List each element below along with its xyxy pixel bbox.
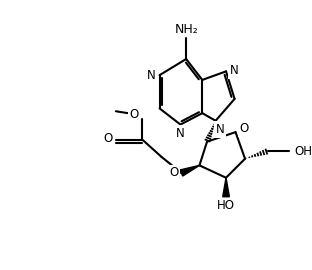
Polygon shape	[223, 178, 229, 197]
Text: O: O	[169, 167, 178, 180]
Text: O: O	[104, 132, 113, 145]
Text: N: N	[230, 64, 239, 77]
Text: OH: OH	[295, 145, 312, 158]
Text: O: O	[239, 122, 249, 135]
Text: O: O	[129, 108, 139, 121]
Text: N: N	[216, 123, 225, 136]
Text: N: N	[176, 127, 185, 140]
Text: HO: HO	[217, 199, 235, 212]
Text: N: N	[147, 69, 155, 82]
Polygon shape	[180, 166, 199, 176]
Text: NH₂: NH₂	[174, 23, 198, 36]
